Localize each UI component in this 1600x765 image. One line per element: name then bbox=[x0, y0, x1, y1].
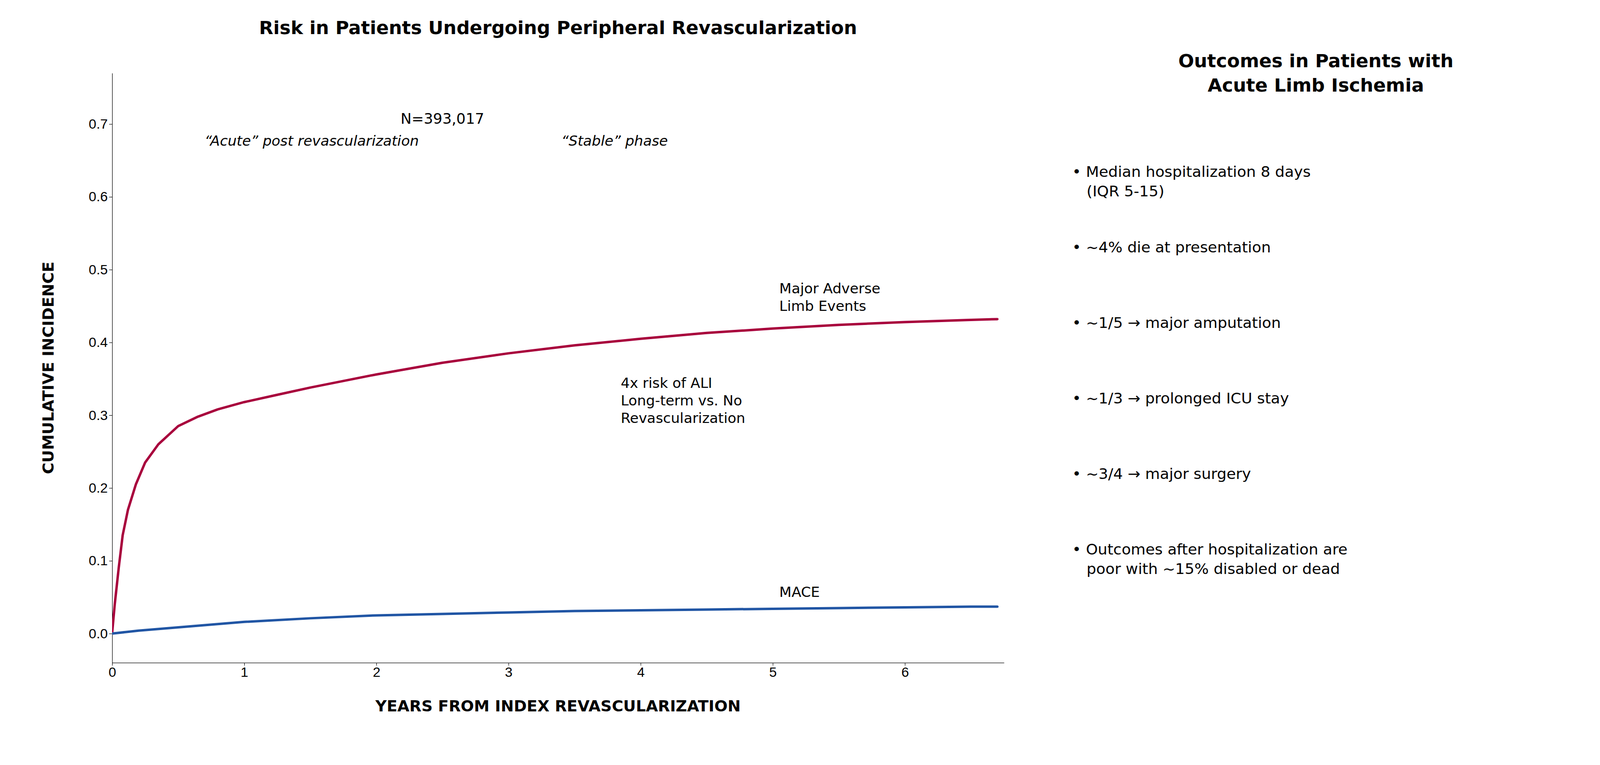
y-tick-mark bbox=[109, 415, 113, 416]
y-tick-label: 0.2 bbox=[88, 480, 108, 496]
annotation-line: 4x risk of ALI bbox=[620, 374, 713, 392]
side-title-line: Outcomes in Patients with bbox=[1178, 50, 1454, 72]
y-tick-label: 0.0 bbox=[88, 626, 108, 642]
x-tick-label: 6 bbox=[901, 664, 909, 680]
side-note-line: • Outcomes after hospitalization are bbox=[1072, 540, 1348, 559]
series-line bbox=[112, 319, 998, 634]
y-tick: 0.1 bbox=[88, 553, 113, 569]
side-note: • Outcomes after hospitalization are poo… bbox=[1072, 540, 1348, 578]
x-tick-label: 5 bbox=[769, 664, 777, 680]
y-tick: 0.7 bbox=[88, 116, 113, 132]
side-note-line: • ~3/4 → major surgery bbox=[1072, 464, 1252, 483]
side-note: • ~1/5 → major amputation bbox=[1072, 313, 1281, 332]
y-tick-mark bbox=[109, 633, 113, 635]
annotation: 4x risk of ALILong-term vs. NoRevascular… bbox=[620, 374, 746, 427]
lines bbox=[112, 319, 998, 634]
x-tick: 0 bbox=[108, 662, 117, 680]
annotation: N=393,017 bbox=[400, 110, 485, 128]
y-tick-label: 0.4 bbox=[88, 334, 108, 350]
x-tick: 4 bbox=[636, 662, 645, 680]
side-title: Outcomes in Patients withAcute Limb Isch… bbox=[1178, 50, 1454, 97]
x-tick-label: 1 bbox=[240, 664, 249, 680]
y-tick: 0.5 bbox=[88, 262, 113, 278]
x-tick: 6 bbox=[901, 662, 909, 680]
series-line bbox=[112, 606, 998, 634]
y-tick-label: 0.1 bbox=[88, 553, 108, 569]
annotation-line: MACE bbox=[779, 583, 820, 601]
y-tick-mark bbox=[109, 196, 113, 198]
side-note: • ~4% die at presentation bbox=[1072, 238, 1272, 256]
side-note-line: (IQR 5-15) bbox=[1072, 182, 1165, 200]
annotation: “Stable” phase bbox=[561, 132, 669, 150]
x-axis-title: YEARS FROM INDEX REVASCULARIZATION bbox=[374, 696, 741, 716]
annotation-line: Long-term vs. No bbox=[620, 392, 743, 409]
y-axis-title: CUMULATIVE INCIDENCE bbox=[38, 261, 58, 475]
y-tick: 0.2 bbox=[88, 480, 113, 496]
y-tick-label: 0.7 bbox=[88, 116, 108, 132]
x-tick: 3 bbox=[504, 662, 513, 680]
x-axis-line bbox=[112, 662, 1005, 664]
side-panel: Outcomes in Patients withAcute Limb Isch… bbox=[1072, 50, 1454, 578]
side-note: • ~3/4 → major surgery bbox=[1072, 464, 1252, 483]
side-note-line: poor with ~15% disabled or dead bbox=[1072, 559, 1340, 578]
side-note-line: • ~1/3 → prolonged ICU stay bbox=[1072, 389, 1290, 407]
side-note: • Median hospitalization 8 days (IQR 5-1… bbox=[1072, 162, 1311, 200]
y-tick: 0.6 bbox=[88, 189, 113, 205]
y-tick-mark bbox=[109, 560, 113, 562]
x-tick-label: 3 bbox=[504, 664, 513, 680]
y-tick-label: 0.3 bbox=[88, 407, 108, 424]
side-note-line: • ~4% die at presentation bbox=[1072, 238, 1272, 256]
side-note-line: • Median hospitalization 8 days bbox=[1072, 162, 1311, 181]
chart: 0 1 2 3 4 5 6 0.0 0.1 0.2 0.3 0.4 0.5 0.6 0.7 YEARS FRO… bbox=[0, 0, 1600, 765]
y-tick-mark bbox=[109, 124, 113, 125]
annotation-line: Limb Events bbox=[779, 297, 867, 315]
x-tick-label: 4 bbox=[636, 664, 645, 680]
x-axis: 0 1 2 3 4 5 6 bbox=[108, 662, 1005, 680]
annotation-line: Major Adverse bbox=[779, 280, 881, 297]
x-tick: 2 bbox=[372, 662, 381, 680]
y-axis: 0.0 0.1 0.2 0.3 0.4 0.5 0.6 0.7 bbox=[88, 73, 113, 664]
y-axis-line bbox=[112, 73, 113, 664]
x-tick: 1 bbox=[240, 662, 249, 680]
title: Risk in Patients Undergoing Peripheral R… bbox=[259, 17, 858, 39]
x-tick-label: 2 bbox=[372, 664, 381, 680]
annotation: Major AdverseLimb Events bbox=[779, 280, 881, 315]
y-tick-mark bbox=[109, 269, 113, 270]
side-note-line: • ~1/5 → major amputation bbox=[1072, 313, 1281, 332]
annotation-line: “Acute” post revascularization bbox=[204, 132, 420, 150]
y-tick: 0.4 bbox=[88, 334, 113, 350]
annotation-line: Revascularization bbox=[620, 409, 746, 427]
side-title-line: Acute Limb Ischemia bbox=[1207, 74, 1425, 97]
x-tick: 5 bbox=[769, 662, 777, 680]
side-note: • ~1/3 → prolonged ICU stay bbox=[1072, 389, 1290, 407]
y-tick-mark bbox=[109, 342, 113, 344]
y-tick-label: 0.5 bbox=[88, 262, 108, 278]
annotation: MACE bbox=[779, 583, 820, 601]
x-tick-label: 0 bbox=[108, 664, 117, 680]
y-tick-mark bbox=[109, 487, 113, 489]
annotation-line: N=393,017 bbox=[400, 110, 485, 128]
annotation: “Acute” post revascularization bbox=[204, 132, 420, 150]
y-tick: 0.0 bbox=[88, 626, 113, 642]
annotations: N=393,017 “Acute” post revascularization “… bbox=[204, 110, 881, 601]
y-tick-label: 0.6 bbox=[88, 189, 108, 205]
y-tick: 0.3 bbox=[88, 407, 113, 424]
annotation-line: “Stable” phase bbox=[561, 132, 669, 150]
